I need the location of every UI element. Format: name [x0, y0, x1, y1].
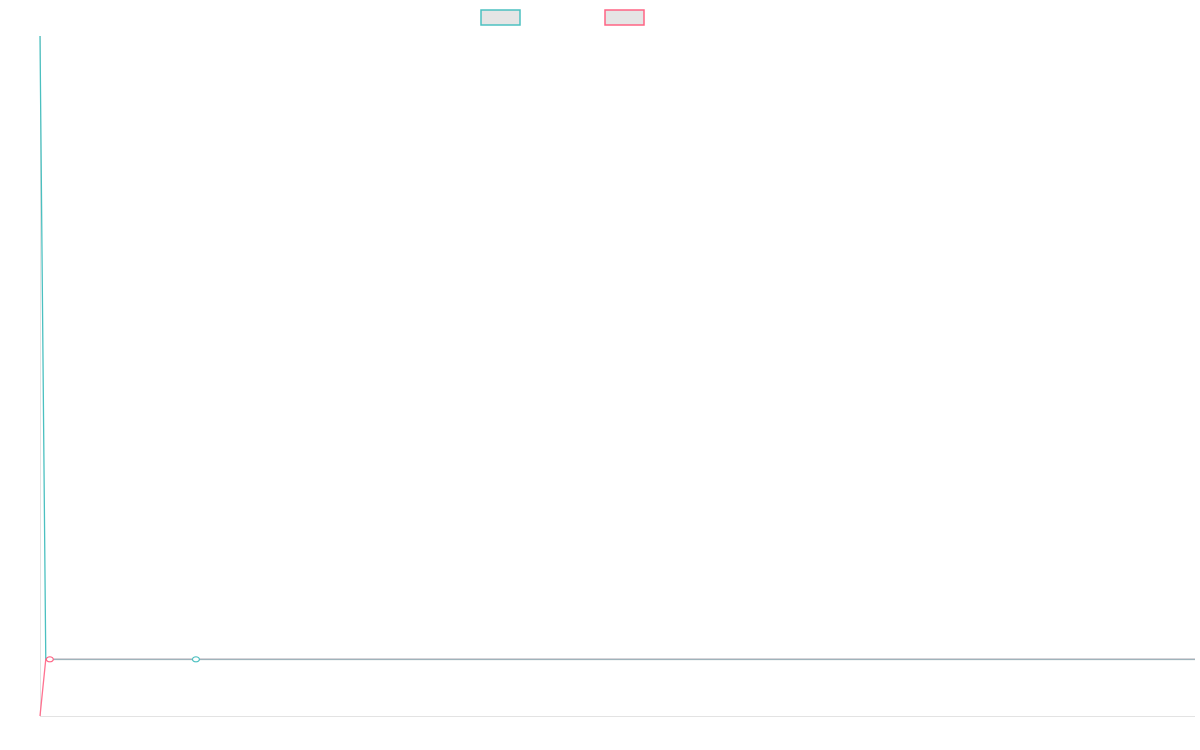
legend-swatch-0[interactable]: [480, 9, 521, 26]
data-point-1[interactable]: [45, 656, 54, 663]
legend-swatch-1[interactable]: [604, 9, 645, 26]
series-line-0: [39, 35, 1195, 660]
data-point-0[interactable]: [191, 656, 201, 663]
series-group: [39, 35, 1195, 717]
series-line-1: [39, 658, 1195, 717]
legend: [480, 9, 645, 26]
